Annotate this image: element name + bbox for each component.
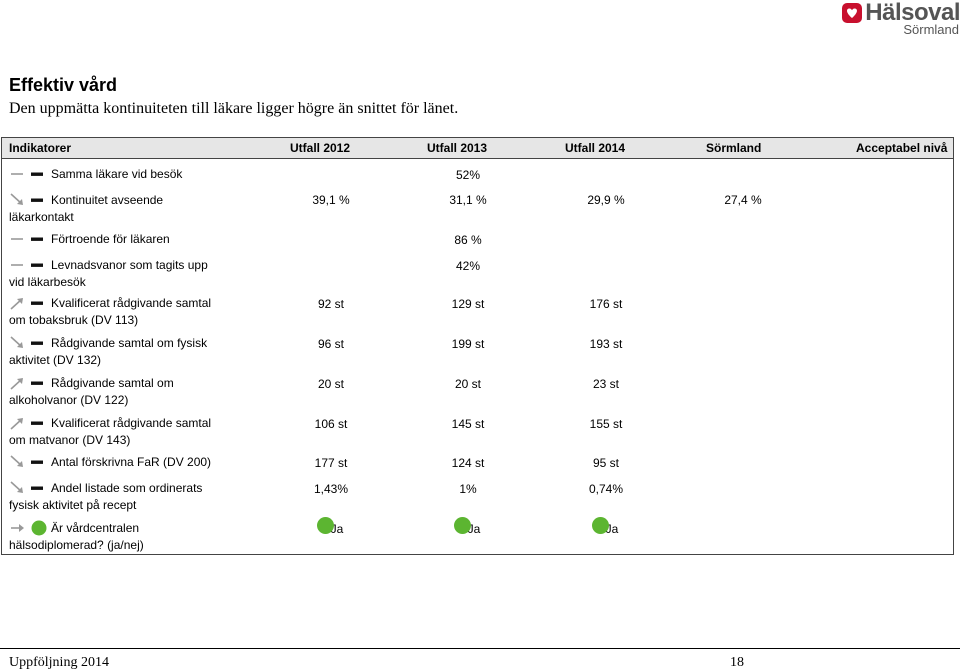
- indicator-label: Rådgivande samtal om alkoholvanor (DV 12…: [9, 376, 174, 407]
- header-utfall-2012: Utfall 2012: [290, 141, 351, 155]
- value-v2013: 124 st: [451, 456, 485, 470]
- merged-value: 42%: [455, 259, 481, 273]
- value-v2014: 155 st: [589, 417, 623, 431]
- value-v2014: 176 st: [589, 297, 623, 311]
- flat-arrow-icon: [9, 231, 49, 252]
- value-v2013: 145 st: [451, 417, 485, 431]
- value-v2014: Ja: [605, 522, 619, 536]
- value-v2012: 177 st: [314, 456, 348, 470]
- indicator-label: Är vårdcentralen hälsodiplomerad? (ja/ne…: [9, 521, 144, 552]
- value-v2012: 92 st: [317, 297, 344, 311]
- value-v2012: 20 st: [317, 377, 344, 391]
- indicator-label: Andel listade som ordinerats fysisk akti…: [9, 481, 203, 512]
- footer-title: Uppföljning 2014: [9, 655, 109, 670]
- up-arrow-icon: [9, 295, 49, 316]
- value-v2013: Ja: [467, 522, 481, 536]
- indicator-label: Antal förskrivna FaR (DV 200): [51, 455, 212, 469]
- header-indikatorer: Indikatorer: [9, 141, 72, 155]
- indicator-label: Samma läkare vid besök: [51, 167, 183, 181]
- value-v2013: 20 st: [454, 377, 481, 391]
- value-v2013: 31,1 %: [449, 193, 487, 207]
- down-arrow-icon: [9, 335, 49, 356]
- logo-region: Sörmland: [903, 22, 959, 37]
- green-status-dot: [454, 517, 471, 534]
- value-v2014: 23 st: [592, 377, 619, 391]
- indicator-label: Rådgivande samtal om fysisk aktivitet (D…: [9, 336, 208, 367]
- header-utfall-2013: Utfall 2013: [427, 141, 488, 155]
- merged-value: 86 %: [454, 233, 482, 247]
- flat-arrow-icon: [9, 166, 49, 187]
- down-arrow-icon: [9, 480, 49, 501]
- heart-logo-icon: [842, 3, 863, 23]
- header-acceptabel-niva: Acceptabel nivå: [856, 141, 948, 155]
- value-v2012: Ja: [330, 522, 344, 536]
- page-number: 18: [730, 655, 744, 670]
- value-v2014: 29,9 %: [587, 193, 625, 207]
- down-arrow-icon: [9, 454, 49, 475]
- indicator-label: Kontinuitet avseende läkarkontakt: [9, 193, 164, 224]
- indicator-label: Levnadsvanor som tagits upp vid läkarbes…: [9, 258, 208, 289]
- header-utfall-2014: Utfall 2014: [565, 141, 626, 155]
- table-header: [1, 137, 954, 159]
- value-sormland: 27,4 %: [724, 193, 762, 207]
- page-title: Effektiv vård: [9, 75, 118, 95]
- logo-name: Hälsoval: [865, 0, 960, 26]
- value-v2012: 1,43%: [313, 482, 349, 496]
- value-v2014: 193 st: [589, 337, 623, 351]
- down-arrow-icon: [9, 192, 49, 213]
- value-v2014: 0,74%: [588, 482, 624, 496]
- halsoval-logo: Hälsoval Sörmland: [842, 0, 960, 36]
- value-v2013: 1%: [459, 482, 477, 496]
- indicator-label: Förtroende för läkaren: [51, 232, 170, 246]
- value-v2014: 95 st: [592, 456, 619, 470]
- status-green-icon: [9, 520, 49, 541]
- value-v2012: 106 st: [314, 417, 348, 431]
- value-v2013: 129 st: [451, 297, 485, 311]
- green-status-dot: [592, 517, 609, 534]
- flat-arrow-icon: [9, 257, 49, 278]
- up-arrow-icon: [9, 415, 49, 436]
- value-v2012: 96 st: [317, 337, 344, 351]
- value-v2012: 39,1 %: [312, 193, 350, 207]
- value-v2013: 199 st: [451, 337, 485, 351]
- merged-value: 52%: [455, 168, 481, 182]
- indicator-label: Kvalificerat rådgivande samtal om matvan…: [9, 416, 212, 447]
- indicator-label: Kvalificerat rådgivande samtal om tobaks…: [9, 296, 212, 327]
- footer-divider: [0, 648, 960, 649]
- page-subtitle: Den uppmätta kontinuiteten till läkare l…: [9, 100, 459, 117]
- up-arrow-icon: [9, 375, 49, 396]
- green-status-dot: [317, 517, 334, 534]
- header-sormland: Sörmland: [706, 141, 762, 155]
